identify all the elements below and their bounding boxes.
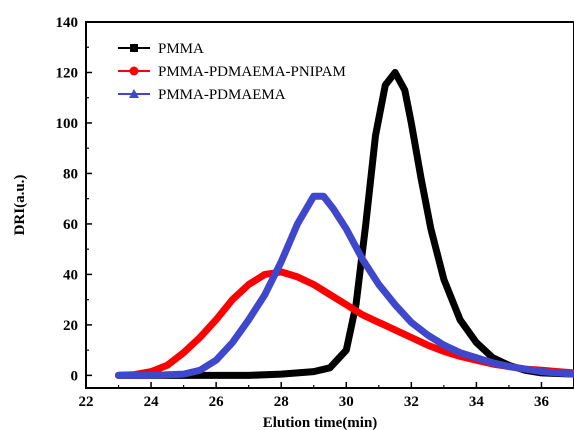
y-axis-title: DRI(a.u.) [12,175,28,236]
y-tick-label: 100 [56,116,79,132]
x-tick-label: 24 [144,394,160,410]
y-tick-label: 0 [71,368,79,384]
legend-label: PMMA-PDMAEMA [158,87,286,103]
legend-square-marker [130,44,138,52]
x-tick-label: 32 [404,394,419,410]
legend-triangle-marker [129,89,139,98]
legend-circle-marker [129,66,139,76]
x-tick-label: 30 [339,394,354,410]
legend-label: PMMA [158,41,204,57]
legend: PMMA PMMA-PDMAEMA-PNIPAM PMMA-PDMAEMA [118,41,346,103]
y-tick-label: 120 [56,65,79,81]
y-axis-ticks: 0 20 40 60 80 100 120 140 [56,15,92,384]
y-tick-label: 80 [63,166,78,182]
y-tick-label: 20 [63,318,78,334]
x-tick-label: 34 [469,394,485,410]
x-axis-ticks: 22 24 26 28 30 32 34 36 [79,382,550,410]
x-tick-label: 26 [209,394,225,410]
plot-frame [85,21,574,389]
series-line-3 [115,192,574,379]
series-line-1 [115,69,574,379]
x-axis-title: Elution time(min) [263,415,378,430]
series-line-2 [115,268,574,379]
y-tick-label: 60 [63,217,78,233]
x-tick-label: 36 [534,394,550,410]
y-tick-label: 40 [63,267,78,283]
x-tick-label: 28 [274,394,289,410]
y-tick-label: 140 [56,15,79,31]
legend-label: PMMA-PDMAEMA-PNIPAM [158,64,346,80]
x-tick-label: 22 [79,394,94,410]
series-group [115,69,574,379]
